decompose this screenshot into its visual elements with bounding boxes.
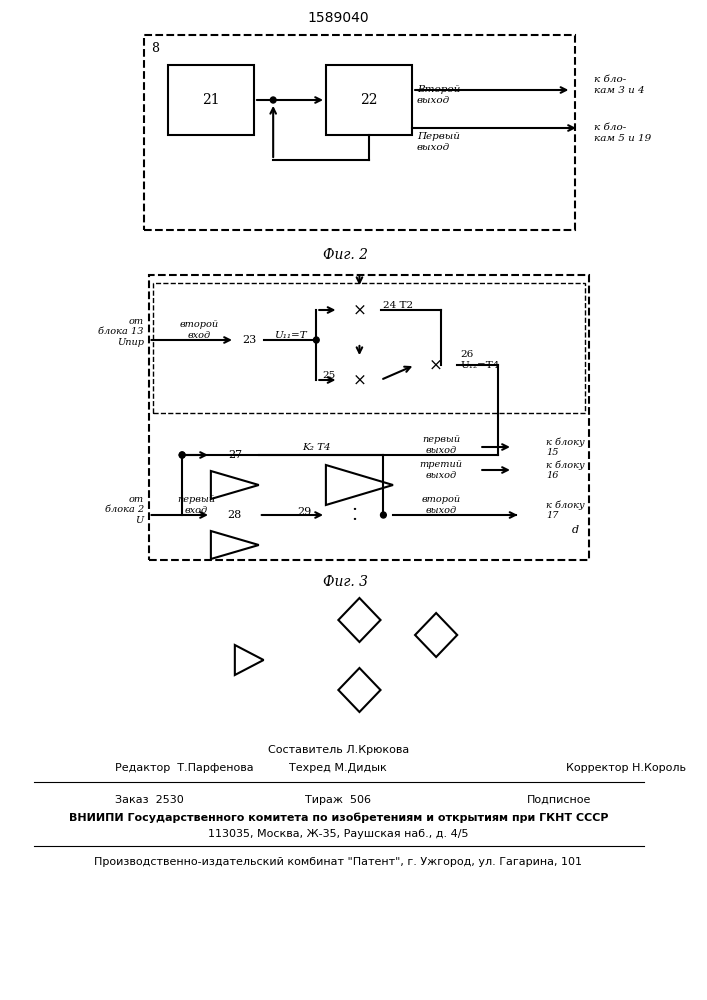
- Bar: [326, 65, 412, 135]
- Text: 24 T2: 24 T2: [383, 300, 414, 310]
- Circle shape: [380, 512, 386, 518]
- Polygon shape: [211, 471, 259, 499]
- Text: второй
вход: второй вход: [180, 320, 219, 340]
- Text: к бло-
кам 3 и 4: к бло- кам 3 и 4: [595, 75, 645, 95]
- Text: 25: 25: [322, 370, 336, 379]
- Polygon shape: [339, 668, 380, 712]
- Text: второй
выход: второй выход: [421, 495, 460, 515]
- Text: 23: 23: [242, 335, 257, 345]
- Text: Производственно-издательский комбинат "Патент", г. Ужгород, ул. Гагарина, 101: Производственно-издательский комбинат "П…: [94, 857, 583, 867]
- Bar: [148, 275, 590, 560]
- Text: к блоку
16: к блоку 16: [547, 460, 585, 480]
- Text: 8: 8: [151, 42, 160, 55]
- Text: Фиг. 3: Фиг. 3: [322, 575, 368, 589]
- Text: от
блока 13
Uпир: от блока 13 Uпир: [98, 317, 144, 347]
- Text: ×: ×: [353, 302, 366, 318]
- Text: 26
U₁₂=T4: 26 U₁₂=T4: [460, 350, 499, 370]
- Text: Корректор Н.Король: Корректор Н.Король: [566, 763, 686, 773]
- Circle shape: [313, 337, 319, 343]
- Text: Фиг. 2: Фиг. 2: [322, 248, 368, 262]
- Text: d: d: [571, 525, 578, 535]
- Text: ·: ·: [351, 511, 358, 529]
- Text: ·: ·: [351, 501, 358, 519]
- Circle shape: [270, 97, 276, 103]
- Circle shape: [180, 452, 185, 458]
- Text: первый
вход: первый вход: [177, 495, 216, 515]
- Polygon shape: [326, 465, 393, 505]
- Text: Тираж  506: Тираж 506: [305, 795, 371, 805]
- Text: 21: 21: [202, 93, 220, 107]
- Text: U₁₁=T: U₁₁=T: [274, 332, 307, 340]
- Text: Составитель Л.Крюкова: Составитель Л.Крюкова: [268, 745, 409, 755]
- Polygon shape: [235, 645, 264, 675]
- Bar: [153, 283, 585, 413]
- Text: 28: 28: [228, 510, 242, 520]
- Bar: [168, 65, 254, 135]
- Text: к блоку
15: к блоку 15: [547, 437, 585, 457]
- Text: Второй
выход: Второй выход: [417, 85, 460, 105]
- Text: 29: 29: [297, 507, 312, 517]
- Polygon shape: [339, 598, 380, 642]
- Circle shape: [180, 452, 185, 458]
- Text: ВНИИПИ Государственного комитета по изобретениям и открытиям при ГКНТ СССР: ВНИИПИ Государственного комитета по изоб…: [69, 813, 608, 823]
- Text: 113035, Москва, Ж-35, Раушская наб., д. 4/5: 113035, Москва, Ж-35, Раушская наб., д. …: [208, 829, 469, 839]
- Text: 27: 27: [228, 450, 242, 460]
- Text: третий
выход: третий выход: [419, 460, 462, 480]
- Polygon shape: [211, 531, 259, 559]
- Polygon shape: [415, 613, 457, 657]
- Text: Подписное: Подписное: [527, 795, 592, 805]
- Text: первый
выход: первый выход: [422, 435, 460, 455]
- Bar: [144, 35, 575, 230]
- Text: от
блока 2
U: от блока 2 U: [105, 495, 144, 525]
- Text: ×: ×: [353, 371, 366, 388]
- Text: Заказ  2530: Заказ 2530: [115, 795, 184, 805]
- Text: Первый
выход: Первый выход: [417, 132, 460, 152]
- Text: к блоку
17: к блоку 17: [547, 500, 585, 520]
- Text: ×: ×: [429, 357, 443, 373]
- Text: K₂ T4: K₂ T4: [302, 442, 331, 452]
- Text: 1589040: 1589040: [308, 11, 369, 25]
- Text: Техред М.Дидык: Техред М.Дидык: [289, 763, 387, 773]
- Text: 22: 22: [361, 93, 378, 107]
- Text: Редактор  Т.Парфенова: Редактор Т.Парфенова: [115, 763, 254, 773]
- Text: к бло-
кам 5 и 19: к бло- кам 5 и 19: [595, 123, 652, 143]
